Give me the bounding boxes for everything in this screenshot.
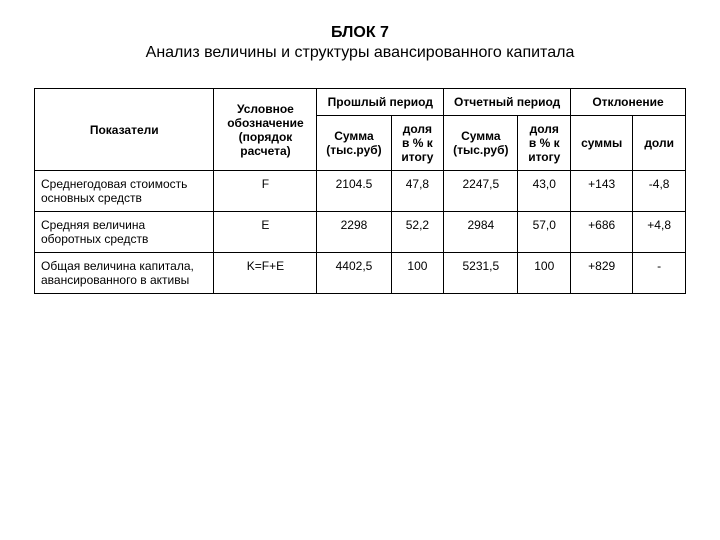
cell-curr-sh: 43,0 [518, 171, 571, 212]
cell-indicator: Средняя величина оборотных средств [35, 212, 214, 253]
cell-prev-sh: 52,2 [391, 212, 444, 253]
header-row-1: Показатели Условное обозначение (порядок… [35, 89, 686, 116]
table-row: Среднегодовая стоимость основных средств… [35, 171, 686, 212]
cell-curr-sum: 2247,5 [444, 171, 518, 212]
col-curr: Отчетный период [444, 89, 571, 116]
cell-curr-sum: 2984 [444, 212, 518, 253]
cell-dev-sh: - [633, 253, 686, 294]
cell-dev-sum: +829 [571, 253, 633, 294]
col-curr-sum: Сумма (тыс.руб) [444, 116, 518, 171]
block-title: БЛОК 7 [34, 24, 686, 42]
col-curr-share: доля в % к итогу [518, 116, 571, 171]
table-row: Общая величина капитала, авансированного… [35, 253, 686, 294]
capital-table: Показатели Условное обозначение (порядок… [34, 88, 686, 294]
cell-dev-sh: -4,8 [633, 171, 686, 212]
cell-prev-sum: 4402,5 [317, 253, 391, 294]
col-symbol: Условное обозначение (порядок расчета) [214, 89, 317, 171]
cell-prev-sh: 47,8 [391, 171, 444, 212]
cell-prev-sh: 100 [391, 253, 444, 294]
cell-dev-sum: +143 [571, 171, 633, 212]
cell-indicator: Общая величина капитала, авансированного… [35, 253, 214, 294]
cell-prev-sum: 2104.5 [317, 171, 391, 212]
page: БЛОК 7 Анализ величины и структуры аванс… [0, 0, 720, 294]
cell-dev-sh: +4,8 [633, 212, 686, 253]
cell-curr-sh: 57,0 [518, 212, 571, 253]
col-dev-sum: суммы [571, 116, 633, 171]
cell-symbol: E [214, 212, 317, 253]
table-row: Средняя величина оборотных средств E 229… [35, 212, 686, 253]
col-dev-share: доли [633, 116, 686, 171]
col-dev: Отклонение [571, 89, 686, 116]
col-prev-share: доля в % к итогу [391, 116, 444, 171]
col-prev: Прошлый период [317, 89, 444, 116]
cell-symbol: K=F+E [214, 253, 317, 294]
cell-dev-sum: +686 [571, 212, 633, 253]
col-indicators: Показатели [35, 89, 214, 171]
cell-prev-sum: 2298 [317, 212, 391, 253]
cell-curr-sh: 100 [518, 253, 571, 294]
col-prev-sum: Сумма (тыс.руб) [317, 116, 391, 171]
cell-curr-sum: 5231,5 [444, 253, 518, 294]
cell-indicator: Среднегодовая стоимость основных средств [35, 171, 214, 212]
cell-symbol: F [214, 171, 317, 212]
page-subtitle: Анализ величины и структуры авансированн… [34, 44, 686, 62]
